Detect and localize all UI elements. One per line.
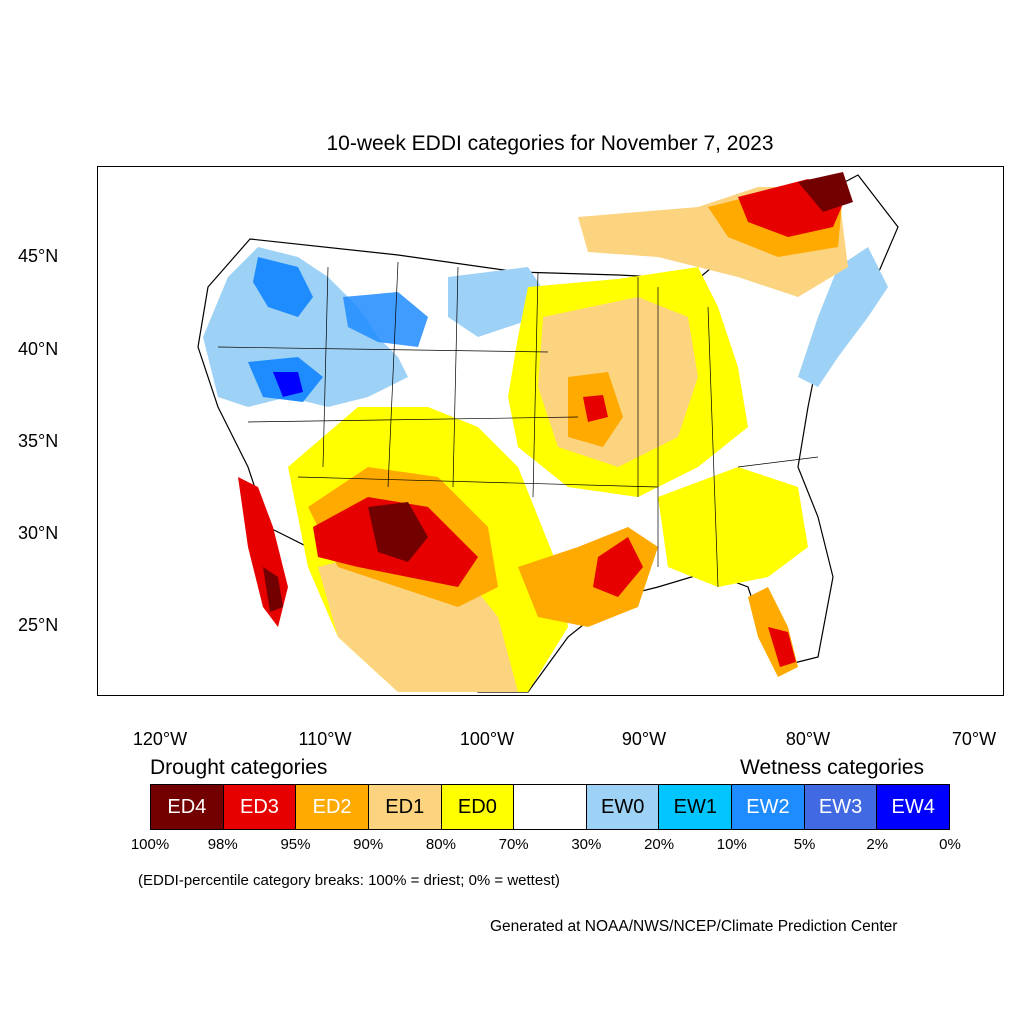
break-label: 2% bbox=[866, 836, 889, 853]
legend-box-ed1: ED1 bbox=[368, 785, 442, 829]
break-label: 30% bbox=[571, 836, 602, 853]
drought-ed0-southeast bbox=[658, 467, 808, 587]
drought-ed4-ontario bbox=[798, 172, 853, 212]
break-label: 0% bbox=[939, 836, 961, 853]
wet-area-core bbox=[273, 372, 303, 397]
lon-label-80: 80°W bbox=[785, 729, 831, 749]
legend-box-ew2: EW2 bbox=[732, 785, 805, 829]
breaks-note: (EDDI-percentile category breaks: 100% =… bbox=[138, 872, 560, 889]
lon-label-110: 110°W bbox=[298, 729, 352, 749]
map-title: 10-week EDDI categories for November 7, … bbox=[326, 132, 774, 155]
credit-line: Generated at NOAA/NWS/NCEP/Climate Predi… bbox=[490, 918, 898, 935]
wetness-categories-heading: Wetness categories bbox=[740, 756, 925, 779]
wet-area-idaho bbox=[253, 257, 313, 317]
wet-area-northeast bbox=[798, 247, 888, 387]
legend-box-ew1: EW1 bbox=[659, 785, 733, 829]
lat-label-25: 25°N bbox=[18, 615, 59, 635]
legend-box-ed2: ED2 bbox=[296, 785, 369, 829]
drought-ed3-florida bbox=[768, 627, 796, 667]
lon-label-100: 100°W bbox=[459, 729, 515, 749]
legend-box-neutral bbox=[514, 785, 587, 829]
legend-box-ed3: ED3 bbox=[223, 785, 297, 829]
lat-label-45: 45°N bbox=[18, 246, 59, 266]
drought-ed4-newmexico bbox=[368, 502, 428, 562]
drought-ed4-baja bbox=[263, 567, 283, 612]
break-label: 5% bbox=[793, 836, 816, 853]
category-legend: ED4 ED3 ED2 ED1 ED0 EW0 EW1 EW2 EW3 EW4 bbox=[150, 784, 950, 830]
wet-area-wyoming bbox=[343, 292, 428, 347]
lon-label-90: 90°W bbox=[621, 729, 667, 749]
legend-box-ew4: EW4 bbox=[877, 785, 950, 829]
legend-box-ed0: ED0 bbox=[441, 785, 515, 829]
lon-label-120: 120°W bbox=[132, 729, 188, 749]
break-label: 98% bbox=[207, 836, 238, 853]
break-label: 100% bbox=[130, 836, 170, 853]
lon-label-70: 70°W bbox=[951, 729, 997, 749]
lat-label-35: 35°N bbox=[18, 431, 59, 451]
drought-ed3-iowa bbox=[583, 395, 608, 422]
break-label: 80% bbox=[425, 836, 456, 853]
break-label: 70% bbox=[498, 836, 529, 853]
break-label: 20% bbox=[644, 836, 675, 853]
legend-box-ed4: ED4 bbox=[151, 785, 224, 829]
drought-categories-heading: Drought categories bbox=[150, 756, 328, 779]
lat-label-30: 30°N bbox=[18, 523, 59, 543]
legend-box-ew0: EW0 bbox=[586, 785, 660, 829]
eddi-map bbox=[97, 166, 1004, 696]
break-label: 10% bbox=[716, 836, 747, 853]
state-boundaries bbox=[217, 261, 819, 588]
lat-label-40: 40°N bbox=[18, 339, 59, 359]
break-label: 90% bbox=[353, 836, 384, 853]
legend-box-ew3: EW3 bbox=[804, 785, 878, 829]
eddi-map-canvas bbox=[197, 172, 899, 693]
drought-ed3-louisiana bbox=[593, 537, 643, 597]
break-label: 95% bbox=[280, 836, 311, 853]
